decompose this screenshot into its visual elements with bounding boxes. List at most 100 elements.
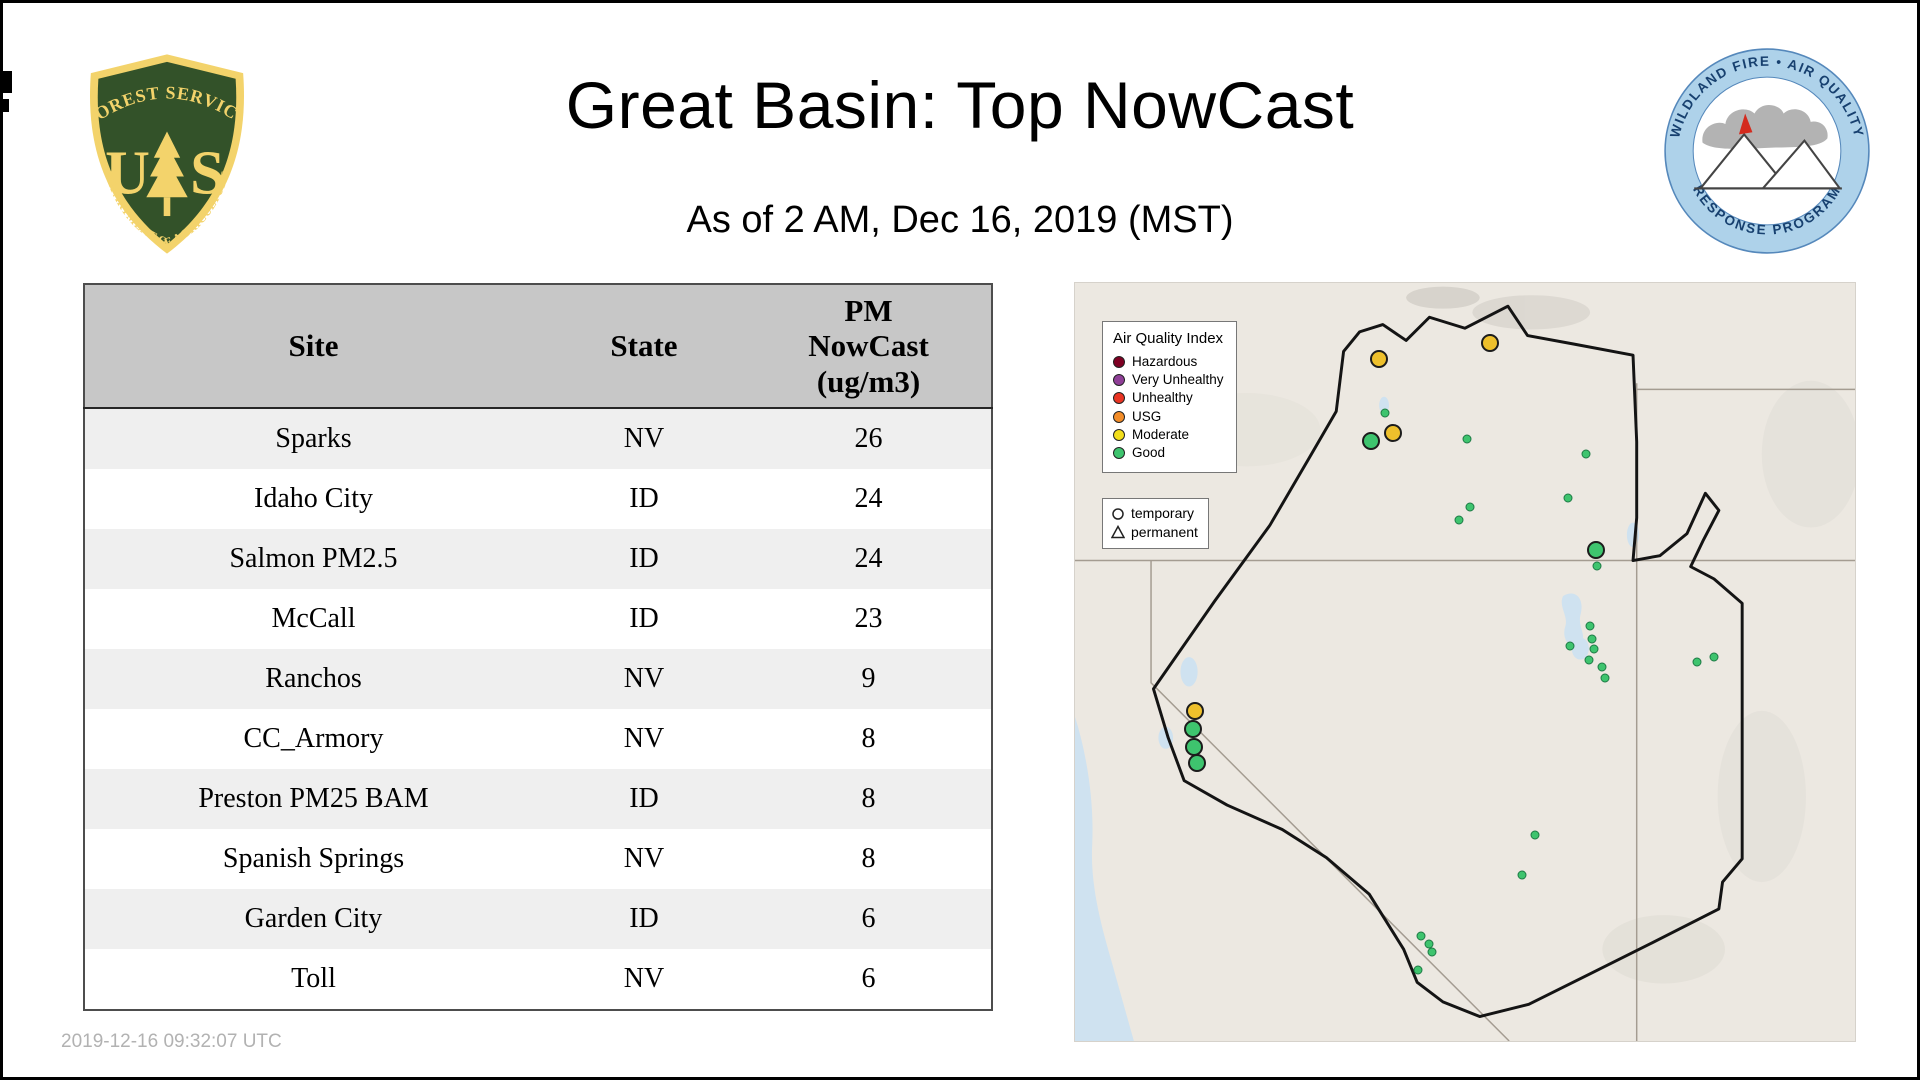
aqi-legend-item: Hazardous — [1113, 354, 1224, 370]
site-cell: Garden City — [244, 903, 383, 934]
monitor-marker-permanent — [1427, 947, 1437, 957]
monitor-marker-permanent — [1454, 515, 1464, 525]
state-cell: NV — [623, 963, 665, 994]
terrain-shading — [1173, 286, 1855, 984]
aqi-color-dot-icon — [1113, 356, 1125, 369]
state-cell: NV — [623, 423, 665, 454]
monitor-marker-permanent — [1581, 449, 1591, 459]
value-cell: 6 — [861, 903, 876, 934]
monitor-marker-temporary — [1183, 720, 1202, 739]
aqi-legend-items: Hazardous Very Unhealthy Unhealthy USG Moder… — [1113, 354, 1224, 461]
generation-timestamp: 2019-12-16 09:32:07 UTC — [61, 1031, 282, 1052]
monitor-marker-temporary — [1370, 349, 1389, 368]
site-cell: Ranchos — [265, 663, 362, 694]
table-row: Garden City ID 6 — [84, 889, 992, 949]
aqi-legend-label: Moderate — [1132, 426, 1190, 442]
monitor-marker-permanent — [1563, 493, 1573, 503]
monitor-marker-permanent — [1709, 652, 1719, 662]
edge-artifact — [3, 71, 12, 93]
monitor-marker-permanent — [1585, 621, 1595, 631]
aqi-legend-title: Air Quality Index — [1113, 330, 1224, 347]
monitor-marker-permanent — [1692, 657, 1702, 667]
basemap — [1075, 283, 1855, 1041]
aqi-legend-item: USG — [1113, 409, 1224, 425]
header-state: State — [542, 284, 746, 409]
state-cell: ID — [629, 543, 659, 574]
table-row: Toll NV 6 — [84, 949, 992, 1010]
usfs-letter-s: S — [190, 139, 225, 207]
aqi-legend-label: Good — [1132, 444, 1166, 460]
monitor-marker-temporary — [1384, 424, 1403, 443]
aqi-legend-item: Moderate — [1113, 427, 1224, 443]
marker-layer — [1075, 283, 1855, 1041]
table-row: Sparks NV 26 — [84, 408, 992, 469]
monitor-marker-permanent — [1600, 673, 1610, 683]
monitor-marker-temporary — [1480, 333, 1499, 352]
value-cell: 24 — [854, 543, 883, 574]
type-item-temporary: temporary — [1111, 505, 1198, 523]
value-cell: 8 — [861, 723, 876, 754]
pine-tree-icon — [146, 131, 188, 217]
state-cell: ID — [629, 783, 659, 814]
monitor-marker-temporary — [1187, 753, 1206, 772]
monitor-marker-permanent — [1565, 641, 1575, 651]
aqi-legend: Air Quality Index Hazardous Very Unhealth… — [1102, 321, 1237, 474]
state-cell: ID — [629, 903, 659, 934]
page-title: Great Basin: Top NowCast — [565, 68, 1355, 142]
state-cell: NV — [623, 723, 665, 754]
monitor-marker-permanent — [1413, 965, 1423, 975]
monitor-marker-permanent — [1465, 502, 1475, 512]
site-cell: Spanish Springs — [222, 843, 405, 874]
header-site: Site — [84, 284, 542, 409]
aqi-legend-label: Very Unhealthy — [1132, 372, 1224, 388]
site-cell: CC_Armory — [243, 723, 384, 754]
table-row: Idaho City ID 24 — [84, 469, 992, 529]
nowcast-table-body: Sparks NV 26 Idaho City ID 24 Salmon PM2.5 ID 24… — [84, 408, 992, 1010]
value-cell: 26 — [854, 423, 883, 454]
table-row: Preston PM25 BAM ID 8 — [84, 769, 992, 829]
mountains-icon — [1694, 132, 1842, 190]
usfs-logo: FOREST SERVICE U S DEPARTMENT OF AGRICUL… — [67, 35, 261, 259]
aqi-legend-item: Good — [1113, 445, 1224, 461]
monitor-marker-permanent — [1380, 408, 1390, 418]
aqi-legend-item: Very Unhealthy — [1113, 372, 1224, 388]
site-cell: Preston PM25 BAM — [198, 783, 429, 814]
triangle-marker-icon — [1111, 525, 1125, 539]
smoke-icon — [1702, 104, 1828, 149]
aqi-legend-item: Unhealthy — [1113, 390, 1224, 406]
monitor-marker-permanent — [1587, 634, 1597, 643]
value-cell: 23 — [854, 603, 883, 634]
site-cell: McCall — [271, 603, 356, 634]
monitor-marker-temporary — [1361, 432, 1380, 451]
state-cell: ID — [629, 483, 659, 514]
monitor-marker-temporary — [1186, 701, 1205, 720]
aqi-legend-label: Hazardous — [1132, 354, 1198, 369]
type-label-temporary: temporary — [1131, 505, 1195, 521]
aqi-color-dot-icon — [1113, 428, 1125, 441]
great-basin-map: Air Quality Index Hazardous Very Unhealth… — [1074, 282, 1856, 1042]
value-cell: 8 — [861, 783, 876, 814]
site-cell: Salmon PM2.5 — [229, 543, 398, 574]
airfire-logo-icon: WILDLAND FIRE • AIR QUALITY RESPONSE PRO… — [1664, 48, 1870, 254]
aqi-color-dot-icon — [1113, 392, 1125, 405]
page-subtitle: As of 2 AM, Dec 16, 2019 (MST) — [686, 199, 1234, 241]
aqi-color-dot-icon — [1113, 447, 1125, 460]
monitor-marker-permanent — [1517, 870, 1527, 880]
monitor-type-legend: temporary permanent — [1102, 498, 1209, 549]
monitor-marker-permanent — [1462, 434, 1472, 444]
table-row: Ranchos NV 9 — [84, 649, 992, 709]
monitor-marker-permanent — [1589, 644, 1599, 654]
table-row: CC_Armory NV 8 — [84, 709, 992, 769]
type-item-permanent: permanent — [1111, 524, 1198, 542]
table-row: McCall ID 23 — [84, 589, 992, 649]
aqi-color-dot-icon — [1113, 374, 1125, 387]
aqi-color-dot-icon — [1113, 410, 1125, 423]
monitor-marker-permanent — [1416, 931, 1426, 941]
monitor-marker-permanent — [1597, 662, 1606, 672]
nowcast-table: Site State PM NowCast (ug/m3) Sparks NV 26… — [83, 283, 993, 1011]
edge-artifact — [3, 99, 9, 112]
value-cell: 24 — [854, 483, 883, 514]
table-row: Spanish Springs NV 8 — [84, 829, 992, 889]
header-state-label: State — [610, 328, 678, 364]
